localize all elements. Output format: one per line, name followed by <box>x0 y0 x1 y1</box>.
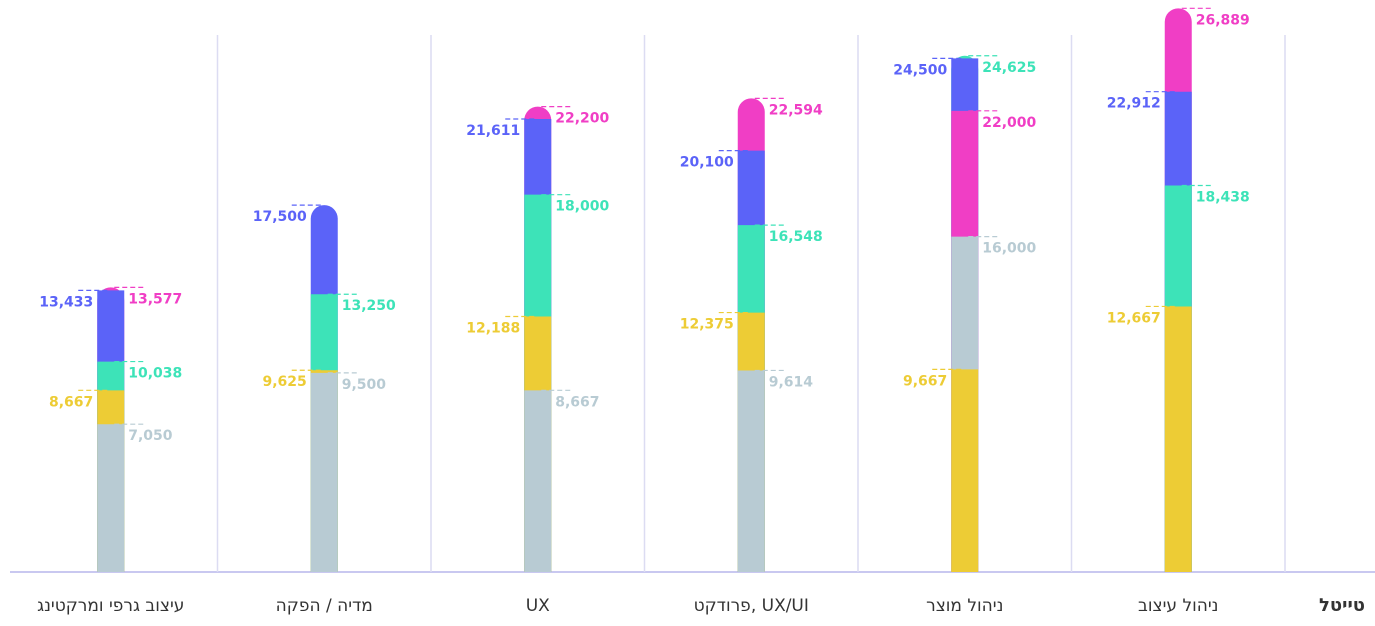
bar <box>951 369 979 572</box>
value-label: 9,500 <box>342 377 387 393</box>
value-label: 24,500 <box>893 62 947 78</box>
value-label: 8,667 <box>49 394 93 410</box>
value-label: 22,594 <box>769 102 823 118</box>
x-tick-label: ניהול מוצר <box>926 596 1003 616</box>
value-label: 12,375 <box>680 317 734 333</box>
value-label: 24,625 <box>982 60 1036 76</box>
bar <box>737 370 765 572</box>
value-label: 18,438 <box>1196 189 1250 205</box>
value-label: 9,667 <box>903 373 947 389</box>
value-label: 20,100 <box>680 155 734 171</box>
value-label: 13,250 <box>342 298 396 314</box>
bar <box>97 424 125 572</box>
bar <box>1164 306 1192 572</box>
value-label: 21,611 <box>466 123 520 139</box>
value-label: 10,038 <box>128 366 182 382</box>
x-tick-label: פרודקט, UX/UI <box>694 596 809 616</box>
x-tick-label: עיצוב גרפי ומרקטינג <box>37 596 184 616</box>
x-tick-label: ניהול עיצוב <box>1138 596 1218 616</box>
value-label: 8,667 <box>555 394 599 410</box>
x-tick-label: UX <box>526 596 550 616</box>
bar <box>310 372 338 572</box>
value-label: 13,433 <box>39 294 93 310</box>
value-label: 7,050 <box>128 428 173 444</box>
value-label: 17,500 <box>253 209 307 225</box>
chart-title: טייטל <box>1319 595 1365 616</box>
value-label: 22,000 <box>982 115 1036 131</box>
value-label: 18,000 <box>555 199 609 215</box>
value-label: 22,200 <box>555 111 609 127</box>
value-label: 9,625 <box>262 374 306 390</box>
value-label: 26,889 <box>1196 12 1250 28</box>
value-label: 12,188 <box>466 321 520 337</box>
value-label: 12,667 <box>1107 310 1161 326</box>
x-tick-label: מדיה / הפקה <box>276 596 373 616</box>
value-label: 13,577 <box>128 291 182 307</box>
bar <box>524 390 552 572</box>
value-label: 16,548 <box>769 229 823 245</box>
value-label: 22,912 <box>1107 96 1161 112</box>
value-label: 9,614 <box>769 374 814 390</box>
value-label: 16,000 <box>982 241 1036 257</box>
